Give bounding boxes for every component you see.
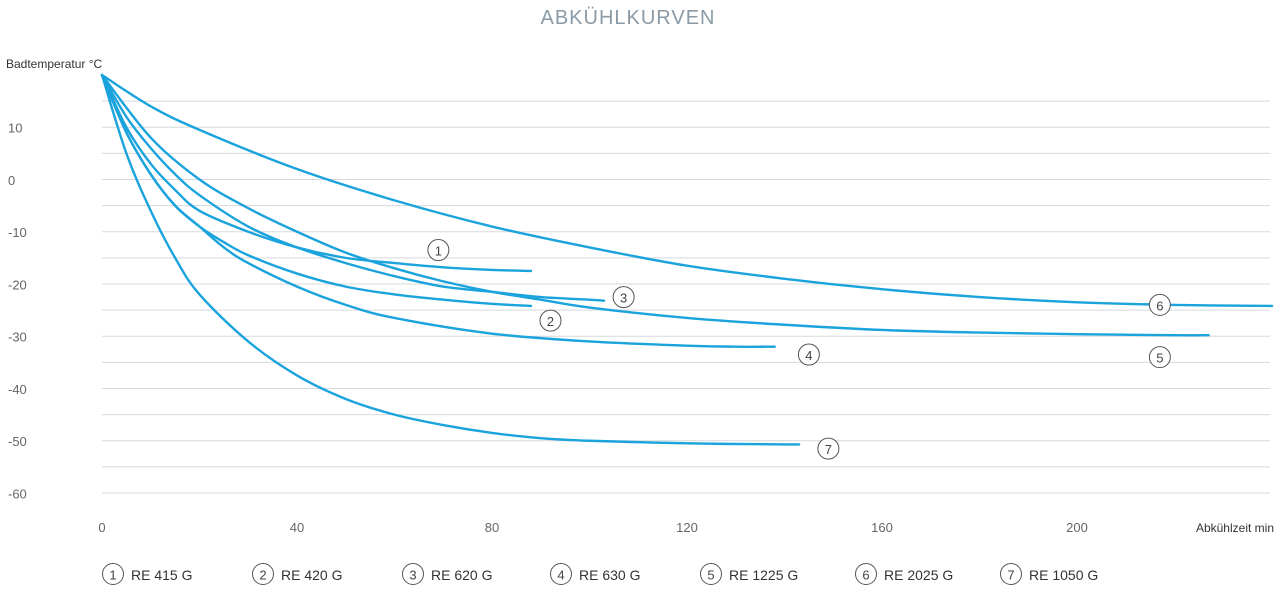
curve-4 [100,73,776,348]
legend-marker [402,563,424,585]
marker-circle [1148,293,1171,316]
marker-number: 2 [547,314,554,329]
y-tick-label: -40 [8,382,27,397]
legend: 1 RE 415 G 2 RE 420 G 3 RE 620 G 4 RE 630 G 5 RE … [102,563,1098,585]
marker-circle [1148,346,1171,369]
legend-item-3: 3 RE 620 G [402,563,492,585]
y-tick-label: -60 [8,486,27,501]
y-tick-label: 10 [8,121,22,136]
legend-marker [700,563,722,585]
curve-2 [100,73,533,308]
curve-3 [100,73,606,302]
curve-marker-6: 6 [1148,293,1171,316]
legend-item-1: 1 RE 415 G [102,563,192,585]
legend-item-5: 5 RE 1225 G [700,563,798,585]
curve-marker-4: 4 [797,343,820,366]
curve-1 [100,73,533,273]
curve-5 [100,73,1210,337]
x-tick-label: 0 [98,520,105,535]
legend-number: 4 [557,568,564,583]
legend-label: RE 1225 G [729,567,798,583]
legend-number: 6 [862,568,869,583]
y-tick-label: -20 [8,277,27,292]
marker-circle [797,343,820,366]
legend-label: RE 1050 G [1029,567,1098,583]
legend-marker [550,563,572,585]
marker-circle [539,309,562,332]
marker-number: 1 [435,244,442,259]
curve-marker-7: 7 [817,437,840,460]
legend-item-6: 6 RE 2025 G [855,563,953,585]
x-tick-label: 160 [871,520,893,535]
legend-marker [855,563,877,585]
legend-item-2: 2 RE 420 G [252,563,342,585]
curve-6 [100,73,1274,308]
marker-number: 5 [1156,351,1163,366]
curve-markers: 1 2 3 4 5 6 7 [427,239,1171,460]
legend-label: RE 420 G [281,567,342,583]
marker-number: 6 [1156,298,1163,313]
curve-marker-1: 1 [427,239,450,262]
marker-number: 4 [805,348,812,363]
curve-marker-5: 5 [1148,346,1171,369]
y-tick-label: 0 [8,173,15,188]
gridlines [102,100,1270,494]
marker-number: 3 [620,291,627,306]
y-tick-label: -10 [8,225,27,240]
legend-number: 3 [409,568,416,583]
marker-circle [612,286,635,309]
marker-circle [817,437,840,460]
x-axis-title: Abkühlzeit min [1196,521,1274,535]
legend-marker [1000,563,1022,585]
x-tick-labels: 0 40 80 120 160 200 [98,520,1087,535]
legend-number: 7 [1007,568,1014,583]
y-tick-labels: 10 0 -10 -20 -30 -40 -50 -60 [8,121,27,502]
legend-label: RE 630 G [579,567,640,583]
legend-label: RE 620 G [431,567,492,583]
legend-number: 5 [707,568,714,583]
marker-number: 7 [825,442,832,457]
chart-title: ABKÜHLKURVEN [540,7,715,29]
legend-label: RE 415 G [131,567,192,583]
legend-item-7: 7 RE 1050 G [1000,563,1098,585]
x-tick-label: 120 [676,520,698,535]
x-tick-label: 200 [1066,520,1088,535]
x-tick-label: 40 [290,520,304,535]
curve-7 [100,73,801,446]
legend-marker [252,563,274,585]
y-axis-title: Badtemperatur °C [6,57,103,71]
legend-marker [102,563,124,585]
curves [100,73,1274,446]
x-tick-label: 80 [485,520,499,535]
curve-marker-2: 2 [539,309,562,332]
marker-circle [427,239,450,262]
legend-item-4: 4 RE 630 G [550,563,640,585]
y-tick-label: -30 [8,330,27,345]
curve-marker-3: 3 [612,286,635,309]
legend-number: 1 [109,568,116,583]
y-tick-label: -50 [8,434,27,449]
legend-label: RE 2025 G [884,567,953,583]
legend-number: 2 [259,568,266,583]
